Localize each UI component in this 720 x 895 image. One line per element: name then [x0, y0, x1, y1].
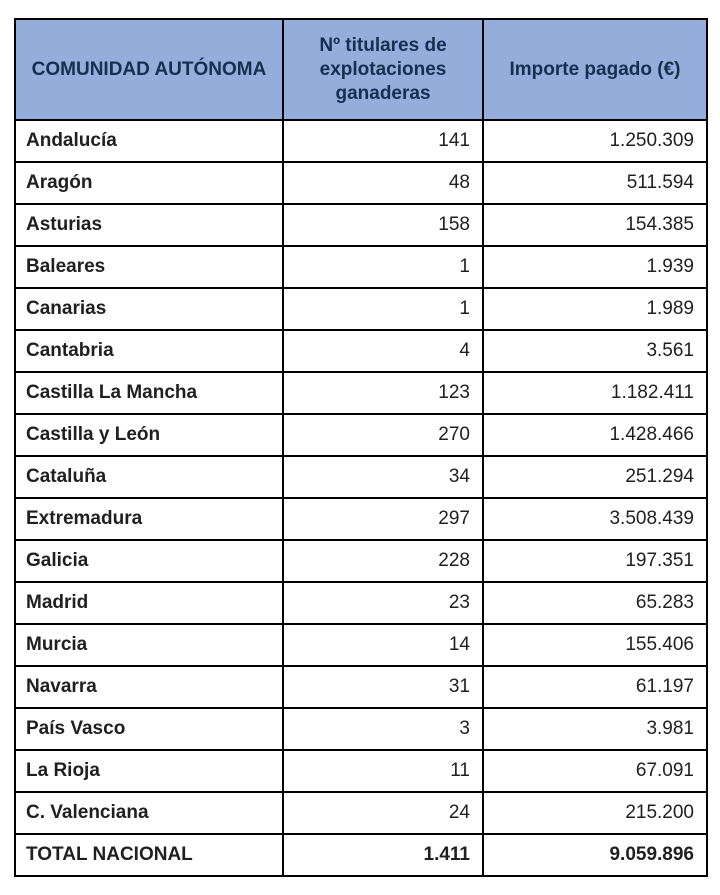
cell-region: Aragón [15, 162, 283, 204]
cell-amount: 3.981 [483, 708, 707, 750]
cell-amount: 154.385 [483, 204, 707, 246]
cell-region: Castilla y León [15, 414, 283, 456]
table-row: Andalucía1411.250.309 [15, 120, 707, 162]
cell-count: 141 [283, 120, 483, 162]
cell-count: 11 [283, 750, 483, 792]
table-row: Castilla y León2701.428.466 [15, 414, 707, 456]
cell-count: 4 [283, 330, 483, 372]
cell-region: Galicia [15, 540, 283, 582]
cell-count: 24 [283, 792, 483, 834]
cell-count: 3 [283, 708, 483, 750]
table-row: Navarra3161.197 [15, 666, 707, 708]
cell-amount: 1.250.309 [483, 120, 707, 162]
cell-amount: 3.561 [483, 330, 707, 372]
col-header-count: Nº titulares de explotaciones ganaderas [283, 19, 483, 120]
cell-count: 34 [283, 456, 483, 498]
cell-amount: 3.508.439 [483, 498, 707, 540]
cell-region: C. Valenciana [15, 792, 283, 834]
cell-count: 123 [283, 372, 483, 414]
cell-count: 228 [283, 540, 483, 582]
cell-amount: 1.939 [483, 246, 707, 288]
table-row: Cataluña34251.294 [15, 456, 707, 498]
cell-region: Madrid [15, 582, 283, 624]
cell-amount: 1.989 [483, 288, 707, 330]
cell-amount: 155.406 [483, 624, 707, 666]
cell-count: 158 [283, 204, 483, 246]
table-row: Baleares11.939 [15, 246, 707, 288]
cell-count: 270 [283, 414, 483, 456]
col-header-amount: Importe pagado (€) [483, 19, 707, 120]
cell-region: Baleares [15, 246, 283, 288]
cell-count: 1 [283, 288, 483, 330]
cell-region: Asturias [15, 204, 283, 246]
cell-count: 31 [283, 666, 483, 708]
data-table: COMUNIDAD AUTÓNOMA Nº titulares de explo… [14, 18, 708, 877]
cell-count: 23 [283, 582, 483, 624]
table-row: Madrid2365.283 [15, 582, 707, 624]
cell-region: Murcia [15, 624, 283, 666]
table-row: La Rioja1167.091 [15, 750, 707, 792]
cell-count: 14 [283, 624, 483, 666]
cell-count: 1 [283, 246, 483, 288]
cell-region: Extremadura [15, 498, 283, 540]
table-row: Canarias11.989 [15, 288, 707, 330]
cell-region: Castilla La Mancha [15, 372, 283, 414]
table-row: Asturias158154.385 [15, 204, 707, 246]
cell-region: Andalucía [15, 120, 283, 162]
cell-amount: 61.197 [483, 666, 707, 708]
cell-amount: 65.283 [483, 582, 707, 624]
cell-region: Cataluña [15, 456, 283, 498]
cell-amount: 1.428.466 [483, 414, 707, 456]
table-header-row: COMUNIDAD AUTÓNOMA Nº titulares de explo… [15, 19, 707, 120]
cell-amount: 67.091 [483, 750, 707, 792]
table-row: Aragón48511.594 [15, 162, 707, 204]
col-header-region: COMUNIDAD AUTÓNOMA [15, 19, 283, 120]
cell-count: 297 [283, 498, 483, 540]
cell-region: País Vasco [15, 708, 283, 750]
table-row: C. Valenciana24215.200 [15, 792, 707, 834]
cell-amount: 251.294 [483, 456, 707, 498]
cell-amount: 511.594 [483, 162, 707, 204]
cell-region: Cantabria [15, 330, 283, 372]
table-row: País Vasco33.981 [15, 708, 707, 750]
table-row: Murcia14155.406 [15, 624, 707, 666]
cell-count: 48 [283, 162, 483, 204]
cell-region: La Rioja [15, 750, 283, 792]
cell-amount: 1.182.411 [483, 372, 707, 414]
table-row: Galicia228197.351 [15, 540, 707, 582]
table-row: Castilla La Mancha1231.182.411 [15, 372, 707, 414]
table-row: Extremadura2973.508.439 [15, 498, 707, 540]
table-row: Cantabria43.561 [15, 330, 707, 372]
cell-amount: 197.351 [483, 540, 707, 582]
cell-amount: 215.200 [483, 792, 707, 834]
cell-region: Navarra [15, 666, 283, 708]
cell-region: Canarias [15, 288, 283, 330]
